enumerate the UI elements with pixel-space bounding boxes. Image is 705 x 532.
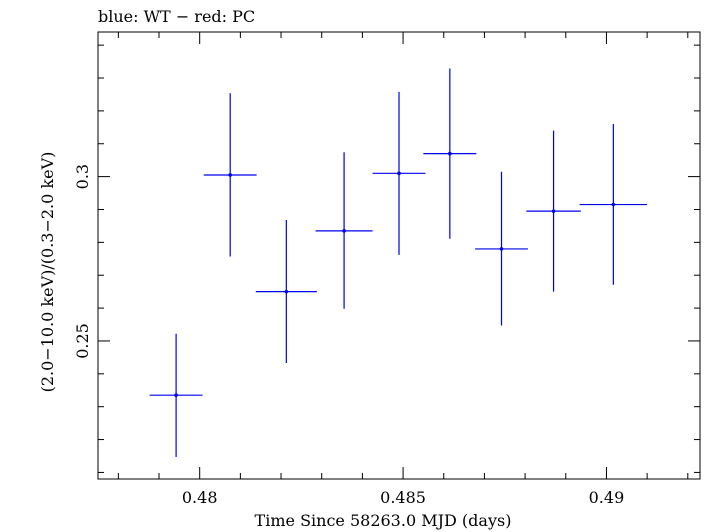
- y-tick-label: 0.25: [73, 323, 92, 359]
- y-axis: 0.25 0.3: [73, 44, 700, 473]
- point-marker: [397, 171, 401, 176]
- data-series: [149, 68, 648, 457]
- x-tick-label: 0.485: [380, 488, 426, 507]
- point-marker: [448, 151, 452, 156]
- point-marker: [284, 289, 289, 294]
- x-tick-label: 0.48: [182, 488, 218, 507]
- data-point: [423, 68, 477, 239]
- x-axis: 0.48 0.485 0.49: [117, 32, 689, 507]
- plot-frame: [97, 31, 701, 480]
- data-point: [203, 93, 257, 257]
- x-tick-label: 0.49: [589, 488, 625, 507]
- data-point: [255, 220, 317, 363]
- point-marker: [342, 229, 346, 233]
- x-axis-label: Time Since 58263.0 MJD (days): [255, 511, 512, 530]
- data-point: [579, 124, 648, 285]
- data-point: [526, 130, 581, 292]
- point-marker: [228, 173, 232, 177]
- y-tick-label: 0.3: [73, 164, 92, 189]
- y-axis-label: (2.0−10.0 keV)/(0.3−2.0 keV): [38, 152, 57, 393]
- chart-title: blue: WT − red: PC: [98, 7, 255, 26]
- point-marker: [499, 247, 504, 251]
- data-point: [315, 152, 373, 309]
- data-point: [372, 91, 426, 255]
- point-marker: [551, 209, 556, 213]
- data-point: [149, 333, 203, 457]
- point-marker: [174, 393, 178, 397]
- plot-border: [97, 31, 701, 480]
- point-marker: [611, 202, 616, 207]
- data-point: [475, 171, 528, 326]
